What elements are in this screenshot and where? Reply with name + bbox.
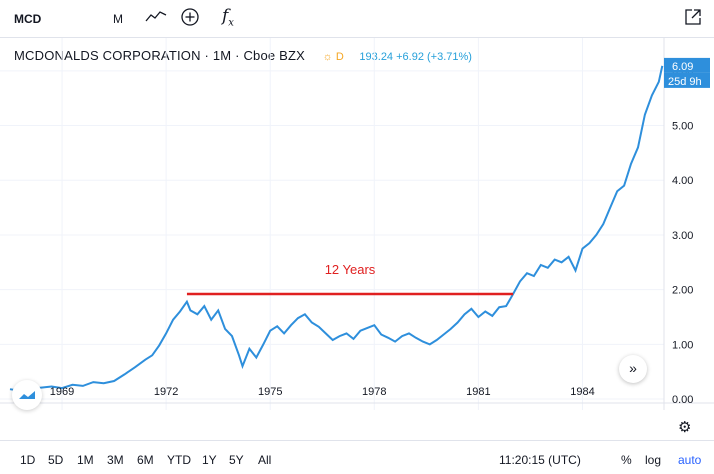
x-tick-label: 1981 <box>466 386 490 398</box>
price-tag-bg <box>664 57 710 73</box>
symbol-description: MCDONALDS CORPORATION · 1M · Cboe BZX <box>14 48 306 63</box>
add-indicator-icon[interactable] <box>180 7 200 30</box>
x-tick-label: 1984 <box>570 386 594 398</box>
price-readout: 193.24 +6.92 (+3.71%) <box>359 51 472 63</box>
bottom-toolbar: 1D 5D 1M 3M 6M YTD 1Y 5Y All 11:20:15 (UTC) % lo… <box>0 440 714 474</box>
market-status-badge[interactable]: ☼ D <box>323 51 344 63</box>
fx-sub: x <box>228 17 234 29</box>
chart-legend: MCDONALDS CORPORATION · 1M · Cboe BZX ☼ … <box>14 48 472 63</box>
x-tick-label: 1978 <box>362 386 386 398</box>
last-price-label: 6.09 <box>672 61 693 73</box>
range-6m[interactable]: 6M <box>137 453 154 467</box>
fx-label: f <box>222 6 229 26</box>
range-5d[interactable]: 5D <box>48 453 64 467</box>
range-all[interactable]: All <box>258 453 272 467</box>
percent-toggle[interactable]: % <box>621 453 632 467</box>
range-3m[interactable]: 3M <box>107 453 124 467</box>
scroll-to-realtime-button[interactable]: » <box>619 355 647 383</box>
x-tick-label: 1972 <box>154 386 178 398</box>
y-tick-label: 1.00 <box>672 339 693 351</box>
badge-label: D <box>335 51 344 63</box>
range-1d[interactable]: 1D <box>20 453 36 467</box>
x-axis-labels: 1969 1972 1975 1978 1981 1984 <box>50 386 595 398</box>
x-tick-label: 1975 <box>258 386 282 398</box>
price-line <box>9 65 664 392</box>
range-5y[interactable]: 5Y <box>229 453 244 467</box>
interval-button[interactable]: M <box>113 12 123 26</box>
sun-icon: ☼ <box>322 51 333 63</box>
range-1m[interactable]: 1M <box>77 453 94 467</box>
line-chart-icon[interactable] <box>145 8 167 27</box>
chart-grid <box>0 38 664 410</box>
tradingview-logo[interactable] <box>12 380 42 410</box>
y-tick-label: 5.00 <box>672 121 693 133</box>
y-axis-labels: 6.005.004.003.002.001.000.00 <box>672 66 693 406</box>
chart-axes <box>0 38 714 410</box>
logo-icon <box>19 391 35 399</box>
log-toggle[interactable]: log <box>645 453 662 467</box>
fullscreen-icon[interactable] <box>684 8 702 29</box>
last-price-tag: 6.09 25d 9h <box>664 57 710 88</box>
countdown-label: 25d 9h <box>668 76 702 88</box>
top-toolbar: MCD M fx <box>0 0 714 38</box>
clock: 11:20:15 (UTC) <box>499 453 581 467</box>
range-ytd[interactable]: YTD <box>167 453 191 467</box>
fx-icon[interactable]: fx <box>222 6 234 28</box>
settings-gear-icon[interactable]: ⚙ <box>678 419 692 436</box>
y-tick-label: 2.00 <box>672 285 693 297</box>
x-tick-label: 1969 <box>50 386 74 398</box>
symbol-search[interactable]: MCD <box>14 12 42 26</box>
auto-toggle[interactable]: auto <box>678 453 702 467</box>
range-1y[interactable]: 1Y <box>202 453 217 467</box>
price-chart[interactable]: 12 Years 6.005.004.003.002.001.000.00 19… <box>0 38 714 410</box>
y-tick-label: 4.00 <box>672 175 693 187</box>
countdown-bg <box>664 72 710 88</box>
y-tick-label: 3.00 <box>672 230 693 242</box>
y-tick-label: 0.00 <box>672 394 693 406</box>
annotation-text: 12 Years <box>325 262 376 277</box>
